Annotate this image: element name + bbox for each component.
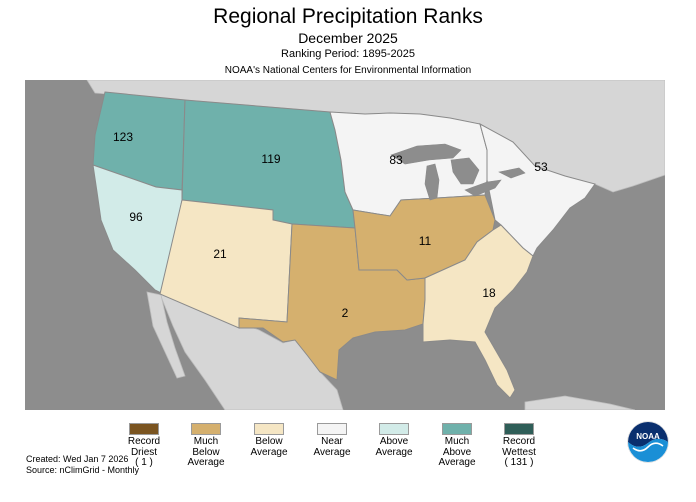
rank-label-central: 11 bbox=[419, 234, 432, 248]
map-title: Regional Precipitation Ranks bbox=[213, 5, 483, 28]
map-subtitle: December 2025 bbox=[298, 30, 398, 46]
legend-label-line: Near bbox=[321, 436, 343, 447]
legend-swatch bbox=[379, 423, 409, 435]
legend-swatch bbox=[129, 423, 159, 435]
mexico-land bbox=[159, 293, 344, 410]
rank-label-west: 96 bbox=[129, 210, 143, 224]
legend-label-line: Much bbox=[193, 436, 219, 447]
legend-label-line: Average bbox=[187, 457, 225, 468]
legend-item-below: Below Average bbox=[238, 423, 300, 458]
legend-label-line: Record bbox=[127, 436, 161, 447]
legend-item-record-driest: Record Driest ( 1 ) bbox=[113, 423, 175, 469]
legend-label-line: Record bbox=[502, 436, 536, 447]
data-source: Source: nClimGrid - Monthly bbox=[26, 465, 140, 475]
legend-label-line: Average bbox=[313, 446, 351, 458]
rank-label-west-north-central: 119 bbox=[261, 152, 280, 166]
legend-item-record-wettest: Record Wettest ( 131 ) bbox=[488, 423, 550, 469]
baja-land bbox=[146, 291, 186, 379]
organization-credit: NOAA's National Centers for Environmenta… bbox=[224, 65, 472, 76]
legend-label-line: Much bbox=[444, 436, 470, 447]
map-legend: Record Driest ( 1 ) Much Below Average B… bbox=[0, 423, 696, 473]
legend-label-line: Average bbox=[375, 446, 413, 458]
legend-item-near: Near Average bbox=[301, 423, 363, 458]
legend-label-line: Average bbox=[250, 446, 288, 458]
region-southeast bbox=[422, 224, 534, 399]
rank-label-southeast: 18 bbox=[482, 286, 496, 300]
ranking-period: Ranking Period: 1895-2025 bbox=[281, 48, 415, 60]
rank-label-northeast: 53 bbox=[534, 160, 548, 174]
legend-swatch bbox=[317, 423, 347, 435]
legend-label-line: Below bbox=[255, 436, 283, 447]
legend-swatch bbox=[191, 423, 221, 435]
rank-label-southwest: 21 bbox=[213, 247, 227, 261]
precipitation-map: 123 119 96 21 2 83 11 53 18 bbox=[25, 80, 665, 410]
legend-label-line: Above bbox=[379, 436, 409, 447]
legend-item-above: Above Average bbox=[363, 423, 425, 458]
legend-label-line: Driest bbox=[130, 446, 158, 458]
legend-item-much-above: Much Above Average bbox=[426, 423, 488, 469]
rank-label-northwest: 123 bbox=[113, 130, 133, 144]
legend-label-line: Wettest bbox=[502, 446, 536, 458]
lake-superior bbox=[390, 143, 462, 165]
region-northeast bbox=[479, 123, 596, 257]
region-west bbox=[92, 164, 183, 295]
lake-huron bbox=[450, 157, 480, 185]
legend-label-line: Average bbox=[438, 457, 476, 468]
rank-label-east-north-central: 83 bbox=[389, 153, 403, 167]
legend-label-line: Below bbox=[192, 446, 220, 458]
legend-label-line: ( 1 ) bbox=[135, 457, 153, 468]
legend-swatch bbox=[442, 423, 472, 435]
cuba-land bbox=[524, 395, 636, 410]
footer-meta: Created: Wed Jan 7 2026 Source: nClimGri… bbox=[26, 454, 139, 476]
created-date: Created: Wed Jan 7 2026 bbox=[26, 454, 129, 464]
lake-ontario bbox=[498, 167, 526, 179]
lake-erie bbox=[464, 179, 502, 197]
legend-swatch bbox=[504, 423, 534, 435]
legend-label-line: ( 131 ) bbox=[504, 457, 534, 468]
lake-michigan bbox=[424, 163, 440, 201]
legend-item-much-below: Much Below Average bbox=[175, 423, 237, 469]
legend-label-line: Above bbox=[442, 446, 472, 458]
rank-label-south: 2 bbox=[342, 306, 349, 320]
noaa-logo-text: NOAA bbox=[636, 432, 660, 441]
legend-swatch bbox=[254, 423, 284, 435]
noaa-logo-icon: NOAA bbox=[627, 421, 669, 463]
